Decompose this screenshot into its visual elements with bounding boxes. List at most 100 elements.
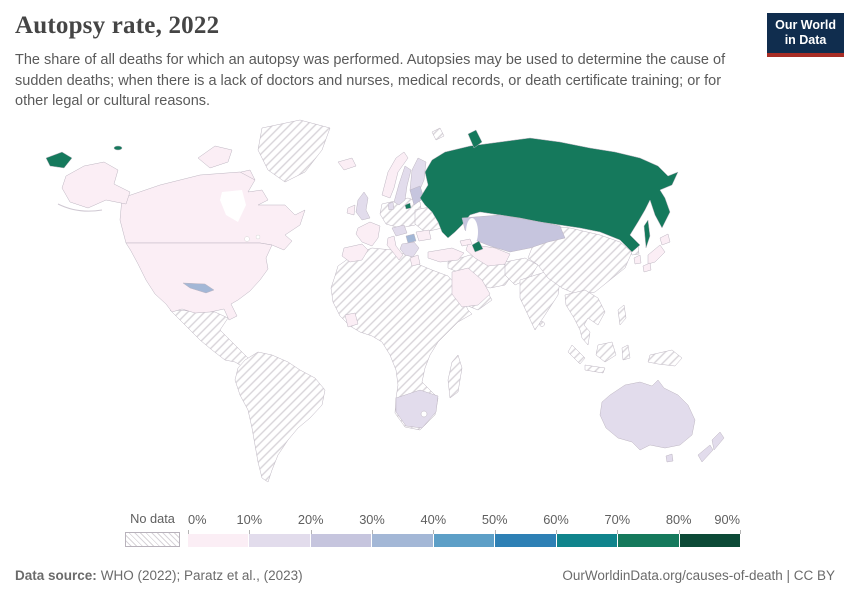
legend-tick-label: 40% [420,512,447,527]
legend-tick-label: 10% [236,512,263,527]
country-russia-wrangel[interactable] [113,145,123,151]
country-georgia[interactable] [459,238,473,247]
country-hungary[interactable] [405,233,417,244]
country-ireland[interactable] [346,204,356,216]
country-russia-sakhalin[interactable] [643,219,651,249]
legend-tick-mark [678,530,680,534]
country-austria-czechia[interactable] [391,224,408,237]
country-iceland[interactable] [337,157,357,171]
legend-tick-mark [433,530,435,534]
country-japan-hokkaido[interactable] [659,233,671,246]
country-japan-kyushu[interactable] [642,262,652,273]
world-map [0,108,850,508]
country-australia[interactable] [599,379,696,451]
country-italy[interactable] [386,235,404,261]
country-spain-portugal[interactable] [341,243,369,263]
legend-tick-label: 70% [604,512,631,527]
country-japan-honshu[interactable] [647,244,666,265]
nodata-region-southeast-asia[interactable] [564,289,606,346]
nodata-region-java[interactable] [584,364,606,374]
hudson-bay [220,190,246,222]
country-cote-divoire[interactable] [344,312,359,328]
chart-subtitle: The share of all deaths for which an aut… [15,52,726,110]
attribution-link[interactable]: OurWorldinData.org/causes-of-death | CC … [562,568,835,583]
data-source-label: Data source: [15,568,97,583]
legend-tick-mark [372,530,373,534]
country-south-korea[interactable] [633,254,642,265]
legend-bin-80-90%[interactable] [679,534,740,547]
country-turkey[interactable] [427,247,465,263]
data-source-text: WHO (2022); Paratz et al., (2023) [100,568,303,583]
nodata-region-madagascar[interactable] [447,354,463,399]
nodata-region-china-mongolia[interactable] [527,224,633,296]
country-new-zealand-south[interactable] [697,444,714,463]
country-south-africa[interactable] [395,389,439,429]
country-saudi-arabia[interactable] [451,267,491,308]
country-canada-arctic-1[interactable] [197,145,233,169]
country-united-states-alaska[interactable] [61,161,131,209]
country-azerbaijan[interactable] [471,240,484,253]
country-lesotho-nodata[interactable] [420,410,428,418]
legend-bin-20-30%[interactable] [310,534,373,547]
country-greece[interactable] [409,254,421,267]
nodata-region-borneo[interactable] [595,341,617,363]
country-new-zealand-north[interactable] [711,431,725,451]
country-russia-kaliningrad[interactable] [404,202,412,210]
country-romania[interactable] [415,229,432,242]
legend-scale: 0% 10% 20% 30% 40% 50% 60% 70% 80% 90% [188,512,741,547]
legend-bin-30-40%[interactable] [372,534,434,547]
nodata-region-sumatra[interactable] [567,344,586,365]
map-legend: No data 0% 10% 20% 30% 40% 50% 60% 70% 80% 90% [125,511,741,547]
country-france[interactable] [355,221,381,247]
chart-footer: Data source: WHO (2022); Paratz et al., (… [15,568,835,583]
country-australia-tasmania[interactable] [665,453,674,463]
nodata-region-sulawesi[interactable] [621,344,631,361]
great-lake-2 [255,234,261,240]
owid-logo-line1: Our World [775,18,836,32]
legend-bin-50-60%[interactable] [495,534,557,547]
aleutian-islands-line [57,203,103,212]
page-title: Autopsy rate, 2022 [15,12,220,39]
legend-bin-40-50%[interactable] [433,534,496,547]
legend-bin-60-70%[interactable] [556,534,619,547]
nodata-region-philippines[interactable] [617,304,627,326]
nodata-region-south-america[interactable] [234,351,326,483]
country-united-states[interactable] [125,242,273,321]
legend-tick-mark [310,530,312,534]
legend-no-data-swatch[interactable] [125,532,180,547]
legend-tick-mark [740,530,741,534]
legend-tick-mark [494,530,496,534]
country-sweden[interactable] [393,165,412,206]
owid-logo[interactable]: Our World in Data [767,13,844,57]
legend-tick-label: 90% [714,512,740,527]
country-denmark[interactable] [387,201,395,211]
country-russia-chukotka[interactable] [45,151,73,169]
legend-no-data: No data [125,511,180,547]
country-united-kingdom[interactable] [355,191,371,221]
country-russia-novaya-zemlya[interactable] [467,129,483,149]
country-canada[interactable] [119,171,306,251]
legend-tick-label: 30% [359,512,385,527]
legend-no-data-label: No data [130,511,175,526]
legend-bin-10-20%[interactable] [249,534,311,547]
nodata-region-new-guinea[interactable] [647,349,683,367]
legend-tick-label: 0% [188,512,207,527]
legend-bin-0-10%[interactable] [188,534,250,547]
legend-bin-70-80%[interactable] [618,534,680,547]
legend-tick-label: 20% [297,512,324,527]
legend-tick-mark [249,530,251,534]
country-cuba[interactable] [182,282,215,294]
nodata-region-africa[interactable] [330,247,473,431]
black-sea [431,237,453,249]
data-source: Data source: WHO (2022); Paratz et al., (… [15,568,303,583]
country-norway[interactable] [381,151,409,199]
great-lake-1 [244,236,250,242]
nodata-region-sri-lanka[interactable] [539,321,545,327]
nodata-region-mexico-central-america[interactable] [169,309,253,369]
nodata-region-svalbard[interactable] [431,127,445,141]
legend-tick-mark [556,530,557,534]
legend-ticks: 0% 10% 20% 30% 40% 50% 60% 70% 80% 90% [188,512,741,534]
nodata-region-greenland[interactable] [257,119,331,183]
legend-tick-mark [188,530,189,534]
